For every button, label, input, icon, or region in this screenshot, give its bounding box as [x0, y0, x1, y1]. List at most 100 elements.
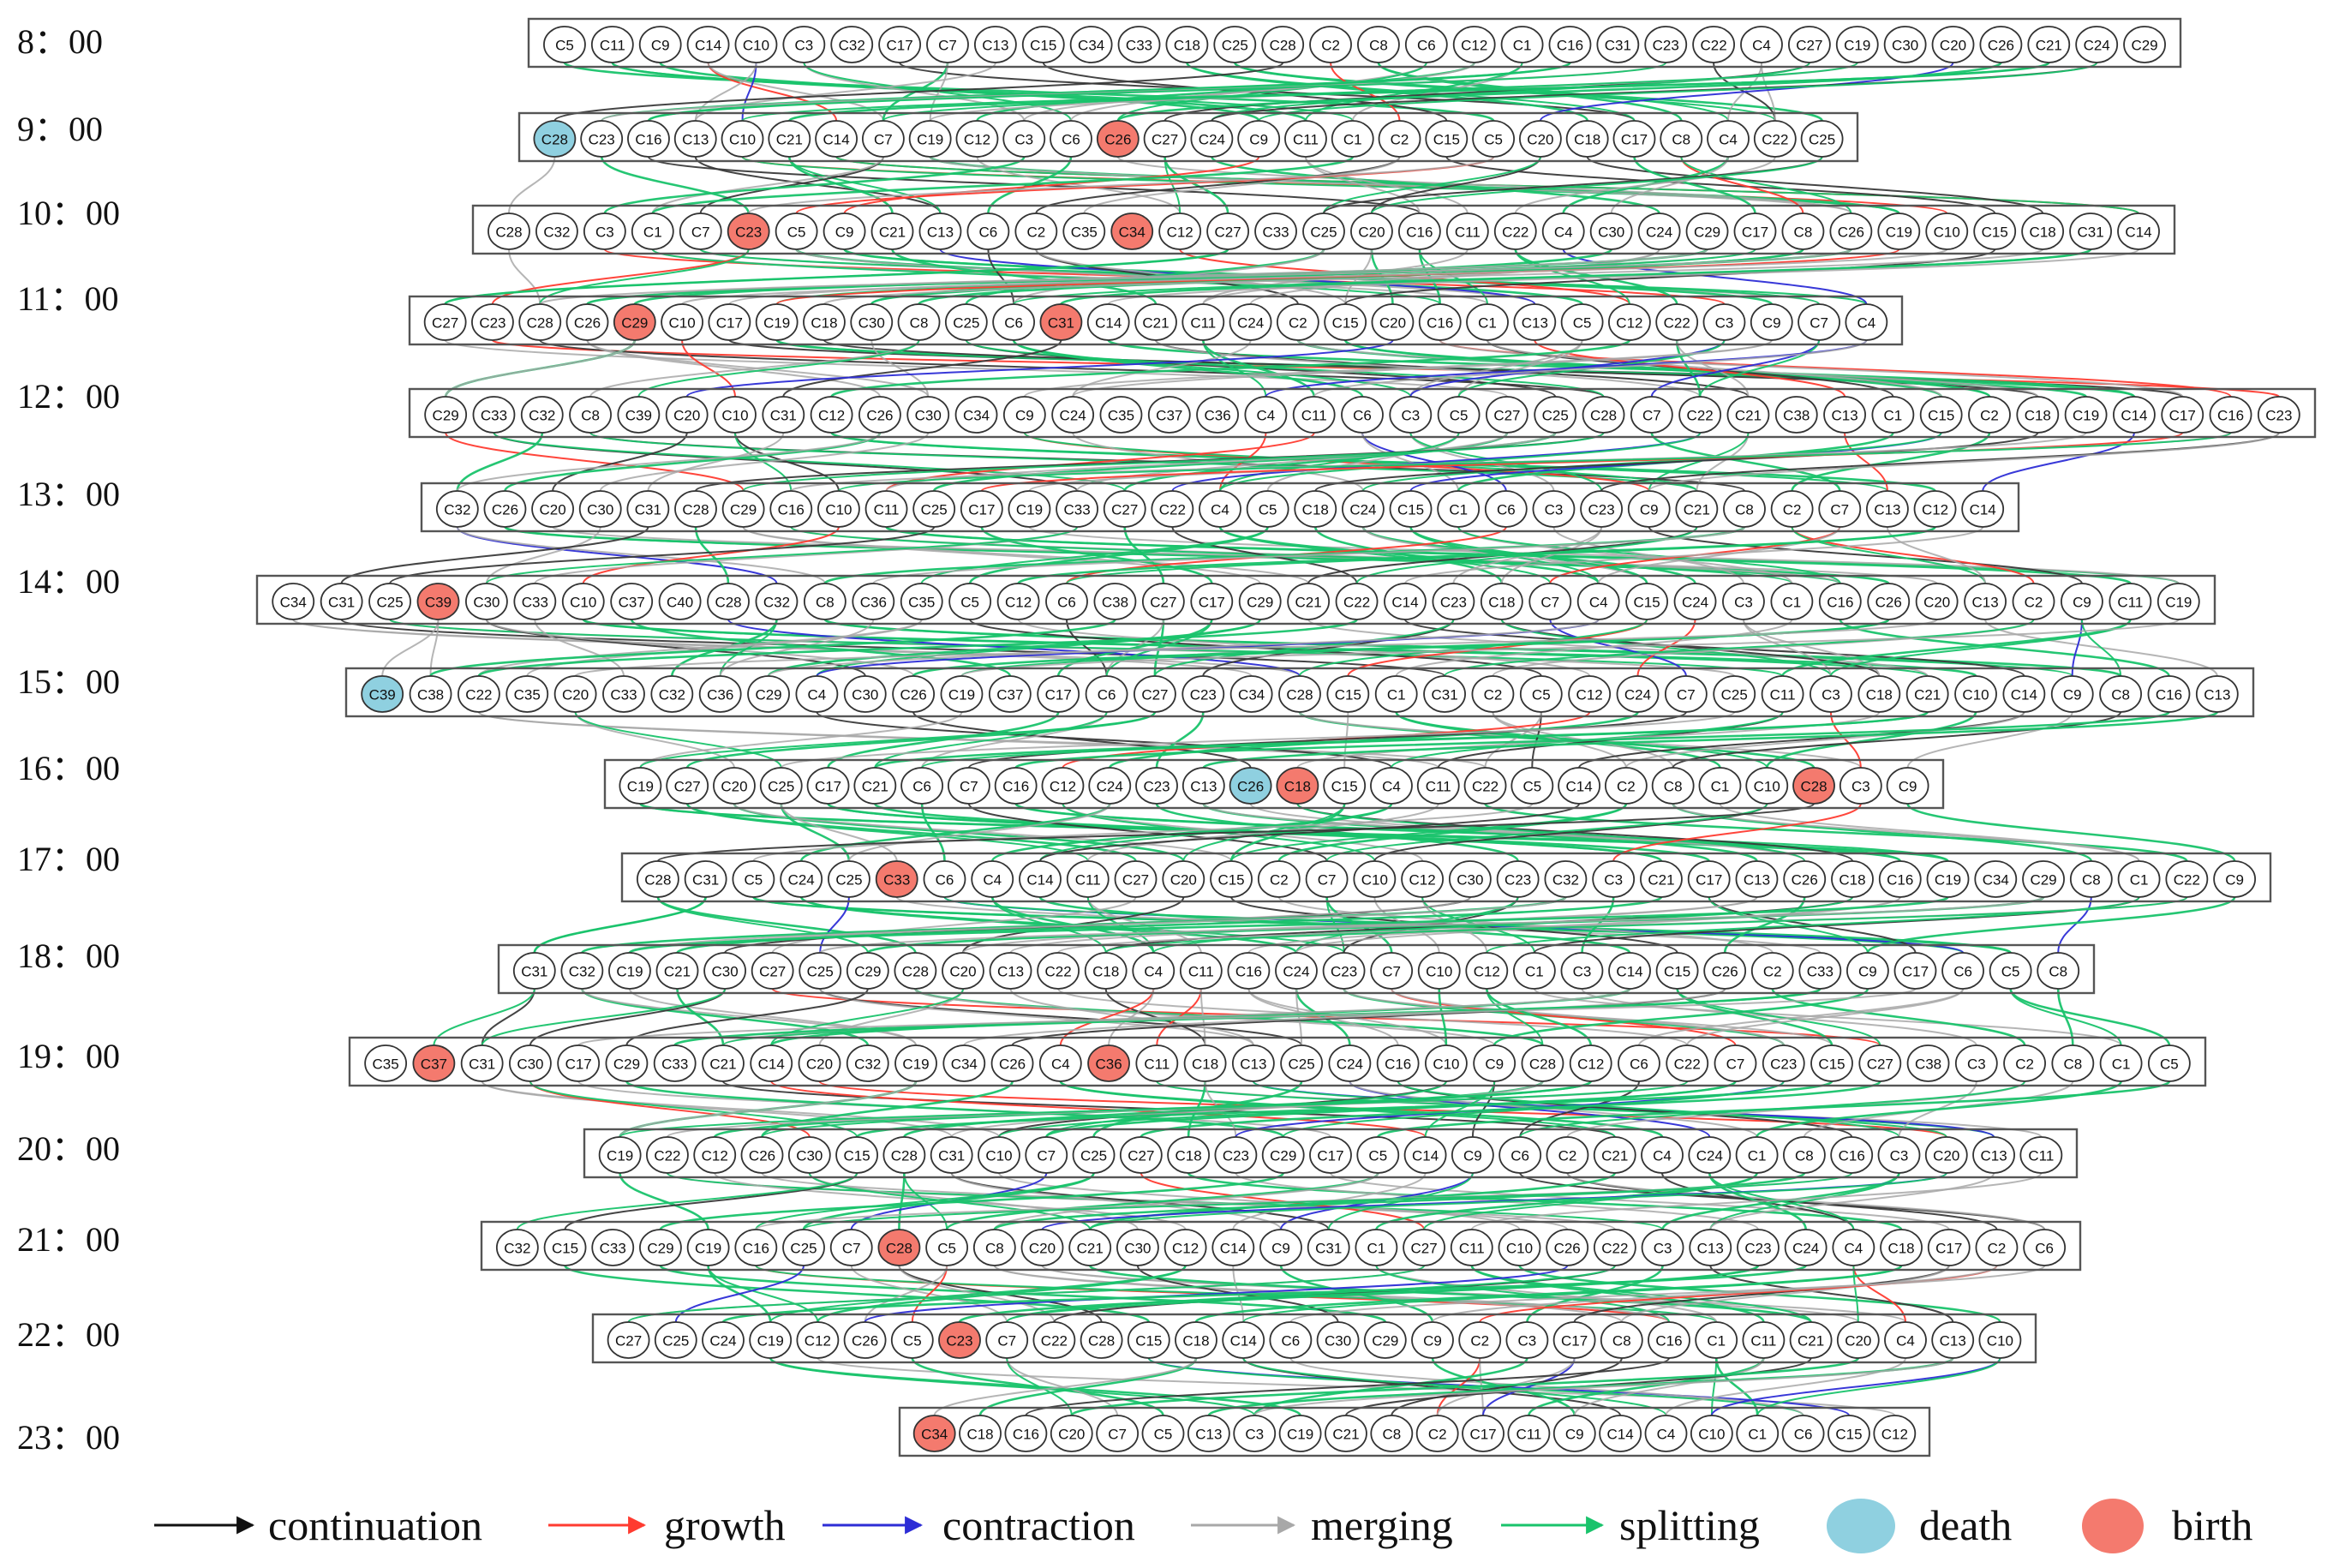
cluster-node: C2	[1415, 1415, 1459, 1452]
svg-text:C15: C15	[1331, 779, 1358, 795]
legend-item-continuation: continuation	[154, 1501, 482, 1549]
svg-text:C39: C39	[369, 687, 396, 703]
svg-text:C2: C2	[1270, 872, 1289, 889]
continuation-edge	[699, 156, 884, 214]
cluster-node: C26	[1979, 26, 2023, 63]
cluster-node: C11	[1135, 1044, 1179, 1082]
svg-text:C3: C3	[1245, 1427, 1264, 1443]
splitting-edge	[637, 339, 920, 398]
cluster-node: C10	[1690, 1415, 1733, 1452]
cluster-node: C28	[1278, 675, 1321, 713]
continuation-edge	[1370, 156, 1541, 214]
svg-text:C2: C2	[1763, 964, 1782, 980]
splitting-edge	[1070, 1356, 1860, 1417]
svg-text:C14: C14	[758, 1056, 785, 1073]
cluster-node: C1	[1735, 1136, 1779, 1174]
cluster-node: C8	[1600, 1321, 1643, 1359]
time-row-box	[898, 1406, 1931, 1457]
svg-text:C27: C27	[1410, 1241, 1437, 1257]
svg-text:C26: C26	[1712, 964, 1738, 980]
cluster-node: C22	[1666, 1044, 1709, 1082]
merging-edge	[1289, 1357, 1804, 1416]
svg-text:C11: C11	[600, 38, 625, 54]
svg-text:C21: C21	[776, 132, 803, 148]
cluster-node: C29	[1685, 212, 1729, 250]
cluster-node: C29	[424, 396, 468, 434]
cluster-node: C10	[714, 396, 757, 434]
svg-text:C13: C13	[1980, 1148, 2007, 1164]
svg-text:C11: C11	[2117, 595, 2143, 611]
svg-text:C13: C13	[927, 224, 954, 241]
cluster-node: C20	[1931, 26, 1975, 63]
cluster-node: C2	[1378, 120, 1421, 158]
cluster-node: C20	[1371, 303, 1415, 341]
cluster-node: C12	[996, 583, 1040, 620]
svg-text:C15: C15	[1030, 38, 1056, 54]
svg-text:C25: C25	[1809, 132, 1835, 148]
cluster-node: C12	[1465, 952, 1509, 990]
svg-text:C21: C21	[1295, 595, 1322, 611]
cluster-node: C17	[1309, 1136, 1352, 1174]
cluster-node: C14	[2113, 396, 2156, 434]
cluster-node: C21	[1068, 1229, 1112, 1266]
svg-text:C31: C31	[328, 595, 355, 611]
cluster-node: C3	[1592, 860, 1636, 898]
time-row: 15：00 C39 C38 C22 C35 C20 C33 C32 C36 C29 C4 C30 C26…	[17, 662, 2255, 718]
cluster-node-birth: C39	[416, 583, 460, 620]
cluster-node: C24	[1190, 120, 1234, 158]
cluster-node: C6	[1269, 1321, 1313, 1359]
svg-text:C30: C30	[1892, 38, 1918, 54]
cluster-node: C7	[1664, 675, 1708, 713]
svg-text:C14: C14	[1970, 502, 1996, 518]
svg-text:C22: C22	[1041, 1333, 1068, 1350]
splitting-edge	[1006, 1265, 1759, 1323]
merging-edge	[950, 1080, 1544, 1138]
cluster-node: C1	[2117, 860, 2161, 898]
svg-text:C12: C12	[964, 132, 990, 148]
cluster-node: C19	[755, 303, 799, 341]
cluster-node: C31	[320, 583, 363, 620]
merging-edge	[768, 619, 1600, 677]
svg-text:C16: C16	[1013, 1427, 1039, 1443]
time-label: 14：00	[17, 562, 120, 601]
cluster-node: C19	[1278, 1415, 1322, 1452]
continuation-edge	[816, 711, 1392, 769]
cluster-node: C1	[1355, 1229, 1398, 1266]
svg-text:C31: C31	[692, 872, 719, 889]
svg-text:C16: C16	[2156, 687, 2182, 703]
cluster-node: C8	[972, 1229, 1016, 1266]
svg-text:C23: C23	[946, 1333, 972, 1350]
merging-edge	[1648, 432, 2280, 492]
cluster-node: C25	[654, 1321, 697, 1359]
cluster-node: C20	[531, 490, 574, 528]
cluster-node: C18	[2021, 212, 2065, 250]
svg-text:C22: C22	[1701, 38, 1727, 54]
svg-text:C8: C8	[1382, 1427, 1401, 1443]
cluster-node: C21	[1675, 490, 1719, 528]
svg-text:C1: C1	[1478, 315, 1497, 332]
svg-text:C30: C30	[1124, 1241, 1151, 1257]
cluster-node: C18	[2016, 396, 2060, 434]
svg-text:C15: C15	[1818, 1056, 1845, 1073]
cluster-node: C20	[942, 952, 984, 990]
svg-text:C15: C15	[1433, 132, 1460, 148]
cluster-node: C23	[1644, 26, 1688, 63]
cluster-node: C13	[1231, 1044, 1275, 1082]
birth-swatch	[2082, 1499, 2144, 1553]
svg-text:C28: C28	[1800, 779, 1827, 795]
cluster-node: C9	[1411, 1321, 1454, 1359]
cluster-node: C7	[1630, 396, 1673, 434]
svg-text:C14: C14	[2125, 224, 2151, 241]
splitting-edge	[855, 1080, 1833, 1139]
merging-edge	[1076, 432, 1508, 492]
svg-text:C15: C15	[1928, 408, 1954, 424]
svg-text:C2: C2	[1980, 408, 1999, 424]
splitting-edge	[898, 1172, 906, 1230]
svg-text:C3: C3	[1822, 687, 1840, 703]
cluster-node: C23	[1762, 1044, 1805, 1082]
svg-text:C29: C29	[433, 408, 459, 424]
merging-edge	[1072, 339, 1773, 398]
svg-text:C8: C8	[581, 408, 600, 424]
svg-text:C11: C11	[1075, 872, 1101, 889]
svg-text:C26: C26	[1838, 224, 1864, 241]
